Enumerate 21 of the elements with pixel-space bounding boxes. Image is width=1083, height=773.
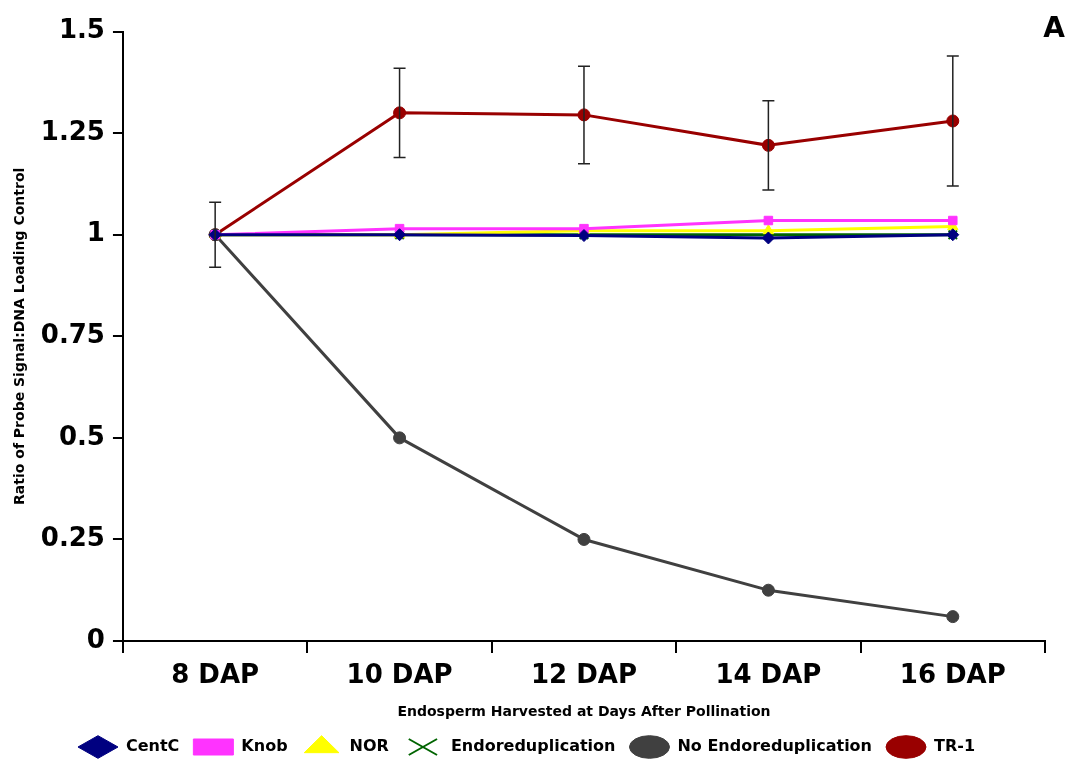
y-tick-label: 1.5 [58,14,105,45]
y-tick-label: 0.75 [40,319,105,350]
annotation: A [1043,11,1066,45]
y-axis-title: Ratio of Probe Signal:DNA Loading Control [11,167,28,505]
legend-label: NOR [349,736,389,756]
x-tick-label: 16 DAP [899,659,1006,690]
legend-label: TR-1 [934,736,976,756]
y-tick-label: 1.25 [40,115,105,146]
legend-label: CentC [125,736,180,756]
y-tick-label: 0.25 [40,522,105,553]
x-tick-label: 14 DAP [715,659,822,690]
x-axis-title: Endosperm Harvested at Days After Pollination [397,703,771,720]
x-tick-label: 10 DAP [346,659,453,690]
y-tick-label: 1 [86,217,105,248]
x-tick-label: 8 DAP [171,659,260,690]
y-tick-label: 0.5 [58,420,105,451]
legend-label: No Endoreduplication [677,736,873,756]
y-tick-label: 0 [86,623,105,654]
legend-label: Endoreduplication [450,736,616,756]
legend-label: Knob [241,736,288,756]
x-tick-label: 12 DAP [530,659,637,690]
